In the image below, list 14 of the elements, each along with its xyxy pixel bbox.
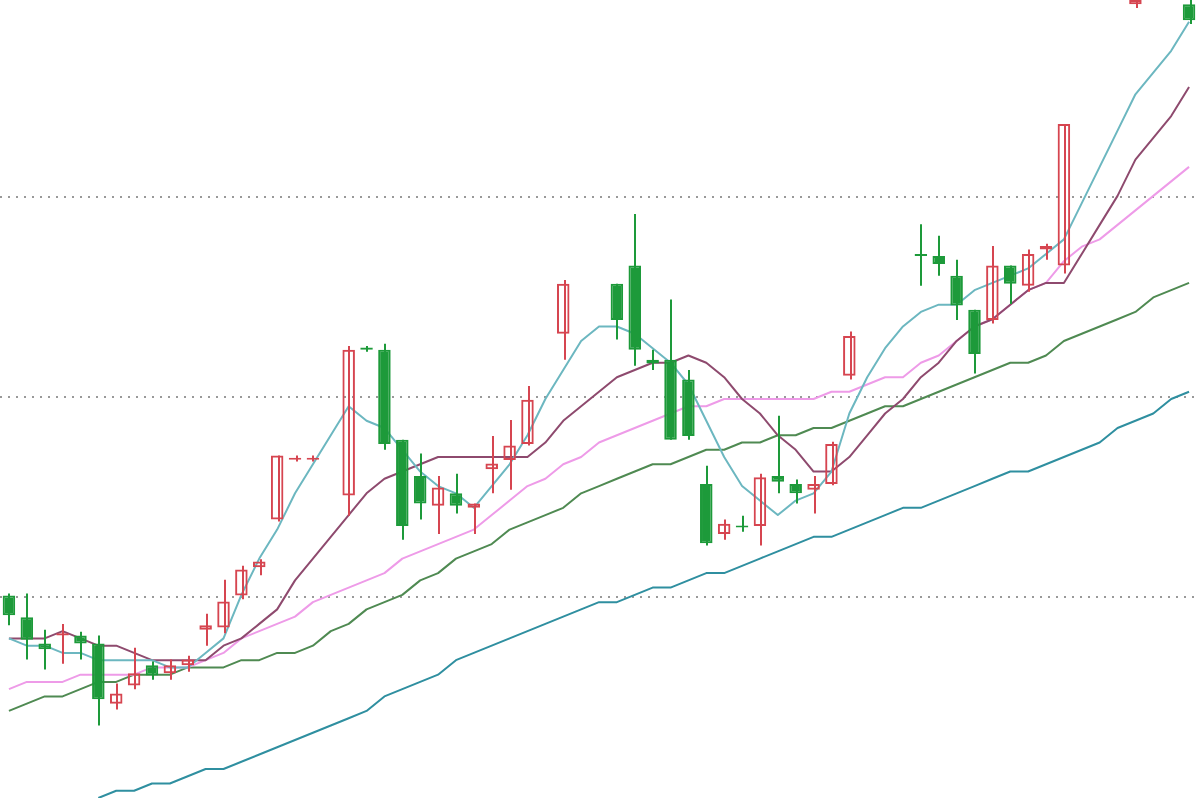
candlestick — [1182, 0, 1196, 25]
candlestick — [610, 282, 624, 341]
candlestick — [950, 258, 963, 321]
candlestick — [2, 592, 16, 627]
candlestick — [789, 478, 802, 505]
candlestick — [771, 414, 785, 495]
candlestick — [74, 630, 87, 661]
candlestick — [145, 660, 159, 681]
candlestick — [20, 592, 34, 661]
candlestick — [968, 308, 981, 375]
candlestick — [413, 452, 427, 521]
candlestick — [932, 234, 945, 277]
candlestick — [38, 628, 51, 671]
candlestick — [449, 472, 463, 515]
